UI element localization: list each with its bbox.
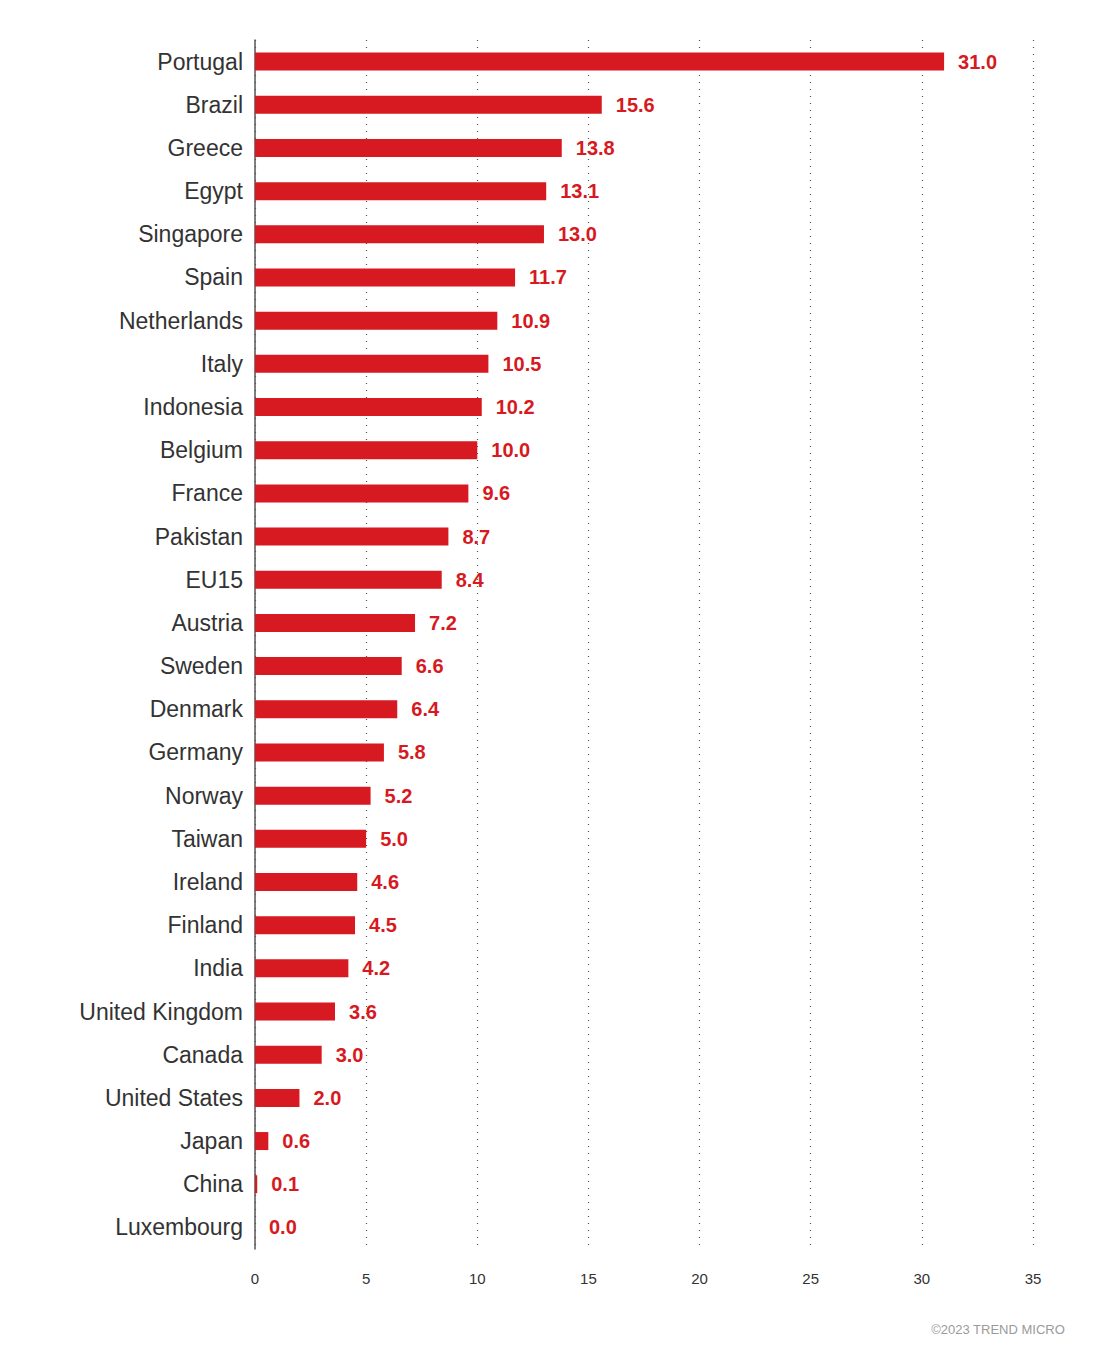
svg-text:Sweden: Sweden (160, 653, 243, 679)
svg-text:4.5: 4.5 (369, 914, 397, 936)
svg-text:0.1: 0.1 (271, 1173, 299, 1195)
svg-text:25: 25 (802, 1270, 819, 1287)
svg-text:Belgium: Belgium (160, 437, 243, 463)
svg-text:Denmark: Denmark (150, 696, 244, 722)
svg-text:6.4: 6.4 (411, 698, 440, 720)
svg-text:10: 10 (469, 1270, 486, 1287)
svg-text:United States: United States (105, 1085, 243, 1111)
svg-text:Japan: Japan (180, 1128, 243, 1154)
svg-text:Netherlands: Netherlands (119, 308, 243, 334)
svg-text:Ireland: Ireland (173, 869, 243, 895)
svg-text:Italy: Italy (201, 351, 244, 377)
svg-text:Austria: Austria (171, 610, 243, 636)
svg-text:31.0: 31.0 (958, 51, 997, 73)
svg-text:13.8: 13.8 (576, 137, 615, 159)
svg-text:Finland: Finland (168, 912, 243, 938)
svg-text:10.9: 10.9 (511, 310, 550, 332)
svg-text:7.2: 7.2 (429, 612, 457, 634)
svg-text:Pakistan: Pakistan (155, 524, 243, 550)
svg-text:EU15: EU15 (185, 567, 243, 593)
svg-text:0.0: 0.0 (269, 1216, 297, 1238)
svg-text:Luxembourg: Luxembourg (115, 1214, 243, 1240)
svg-text:9.6: 9.6 (482, 482, 510, 504)
svg-text:0.6: 0.6 (282, 1130, 310, 1152)
svg-text:China: China (183, 1171, 243, 1197)
svg-text:United Kingdom: United Kingdom (79, 999, 243, 1025)
svg-text:3.6: 3.6 (349, 1001, 377, 1023)
svg-text:20: 20 (691, 1270, 708, 1287)
svg-text:30: 30 (914, 1270, 931, 1287)
svg-text:Canada: Canada (162, 1042, 243, 1068)
svg-text:3.0: 3.0 (336, 1044, 364, 1066)
svg-text:Norway: Norway (165, 783, 243, 809)
svg-text:5: 5 (362, 1270, 370, 1287)
svg-text:Brazil: Brazil (185, 92, 243, 118)
svg-text:13.0: 13.0 (558, 223, 597, 245)
svg-text:4.2: 4.2 (362, 957, 390, 979)
svg-text:Taiwan: Taiwan (171, 826, 243, 852)
svg-text:10.5: 10.5 (502, 353, 541, 375)
svg-text:15: 15 (580, 1270, 597, 1287)
svg-text:5.8: 5.8 (398, 741, 426, 763)
svg-text:Germany: Germany (148, 739, 243, 765)
svg-text:6.6: 6.6 (416, 655, 444, 677)
svg-text:Greece: Greece (168, 135, 243, 161)
svg-text:13.1: 13.1 (560, 180, 599, 202)
svg-text:Indonesia: Indonesia (143, 394, 243, 420)
svg-text:India: India (193, 955, 243, 981)
svg-text:2.0: 2.0 (313, 1087, 341, 1109)
svg-text:France: France (171, 480, 243, 506)
svg-text:5.2: 5.2 (385, 785, 413, 807)
svg-text:11.7: 11.7 (529, 266, 567, 288)
svg-text:35: 35 (1025, 1270, 1042, 1287)
svg-text:8.4: 8.4 (456, 569, 485, 591)
svg-text:10.0: 10.0 (491, 439, 530, 461)
svg-text:4.6: 4.6 (371, 871, 399, 893)
svg-text:Singapore: Singapore (138, 221, 243, 247)
svg-text:5.0: 5.0 (380, 828, 408, 850)
svg-text:Spain: Spain (184, 264, 243, 290)
svg-text:8.7: 8.7 (462, 526, 490, 548)
svg-text:©2023 TREND MICRO: ©2023 TREND MICRO (931, 1322, 1065, 1337)
svg-text:Portugal: Portugal (157, 49, 243, 75)
svg-text:10.2: 10.2 (496, 396, 535, 418)
svg-text:Egypt: Egypt (184, 178, 243, 204)
svg-text:0: 0 (251, 1270, 259, 1287)
svg-text:15.6: 15.6 (616, 94, 655, 116)
